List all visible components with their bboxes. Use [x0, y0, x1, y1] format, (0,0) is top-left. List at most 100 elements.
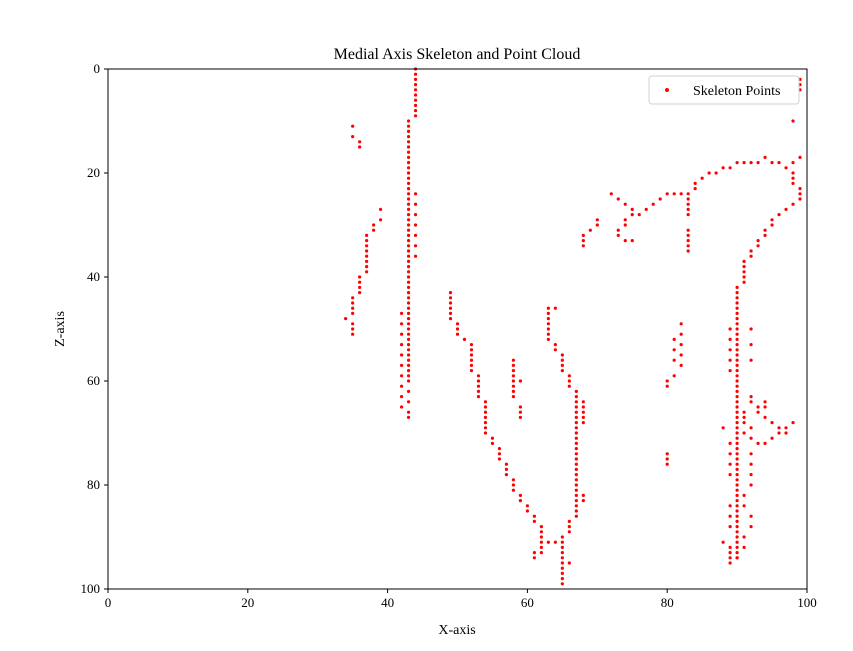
skeleton-point	[665, 452, 669, 456]
skeleton-point	[735, 311, 739, 315]
skeleton-point	[406, 135, 411, 139]
y-tick-label: 80	[87, 477, 100, 492]
skeleton-point	[406, 254, 411, 258]
skeleton-point	[756, 161, 760, 165]
skeleton-point	[413, 83, 418, 87]
skeleton-point	[749, 254, 753, 258]
skeleton-point	[630, 239, 634, 243]
skeleton-point	[791, 202, 795, 206]
skeleton-point	[574, 514, 578, 518]
skeleton-point	[476, 379, 481, 383]
skeleton-point	[351, 296, 355, 300]
skeleton-point	[399, 384, 404, 388]
skeleton-point	[672, 358, 676, 362]
skeleton-point	[574, 436, 578, 440]
skeleton-point	[735, 421, 739, 425]
skeleton-point	[630, 207, 634, 211]
skeleton-point	[679, 192, 683, 196]
skeleton-point	[763, 228, 767, 232]
skeleton-point	[358, 145, 362, 149]
y-tick-label: 100	[81, 581, 101, 596]
skeleton-point	[455, 322, 460, 326]
skeleton-point	[735, 483, 739, 487]
skeleton-point	[567, 519, 571, 524]
skeleton-point	[777, 213, 781, 217]
skeleton-point	[406, 223, 411, 227]
skeleton-point	[406, 119, 411, 123]
skeleton-point	[735, 478, 739, 482]
skeleton-point	[728, 504, 732, 508]
skeleton-point	[413, 244, 418, 248]
skeleton-point	[406, 374, 411, 378]
skeleton-point	[728, 462, 732, 466]
skeleton-point	[742, 493, 746, 497]
skeleton-point	[728, 525, 732, 529]
skeleton-point	[406, 155, 411, 159]
skeleton-point	[735, 374, 739, 378]
y-tick-label: 60	[87, 373, 100, 388]
skeleton-point	[413, 103, 418, 107]
skeleton-point	[735, 535, 739, 539]
skeleton-point	[358, 140, 362, 144]
skeleton-point	[406, 317, 411, 321]
skeleton-point	[735, 395, 739, 399]
skeleton-point	[413, 114, 418, 118]
skeleton-point	[742, 545, 746, 550]
skeleton-point	[574, 473, 578, 477]
skeleton-point	[539, 530, 543, 534]
skeleton-point	[693, 181, 697, 185]
skeleton-point	[749, 161, 753, 165]
skeleton-point	[665, 457, 669, 461]
skeleton-point	[693, 187, 697, 191]
points-layer	[344, 67, 802, 586]
skeleton-point	[735, 499, 739, 503]
skeleton-point	[679, 332, 683, 336]
skeleton-point	[406, 332, 411, 336]
skeleton-point	[595, 223, 599, 227]
skeleton-point	[406, 400, 411, 404]
skeleton-point	[351, 332, 355, 336]
skeleton-point	[448, 317, 453, 321]
skeleton-point	[406, 150, 411, 154]
skeleton-point	[784, 431, 788, 435]
skeleton-point	[497, 452, 502, 456]
skeleton-point	[399, 363, 404, 367]
skeleton-point	[406, 239, 411, 243]
legend-box	[648, 75, 800, 105]
skeleton-point	[574, 488, 578, 492]
skeleton-point	[406, 379, 411, 383]
skeleton-point	[406, 161, 411, 165]
skeleton-point	[406, 192, 411, 196]
skeleton-point	[511, 384, 516, 388]
skeleton-point	[413, 202, 418, 206]
skeleton-point	[721, 540, 725, 544]
legend-label: Skeleton Points	[693, 84, 781, 99]
skeleton-point	[735, 426, 739, 430]
skeleton-point	[518, 405, 523, 409]
skeleton-point	[735, 436, 739, 440]
skeleton-point	[351, 135, 355, 139]
skeleton-point	[469, 363, 474, 367]
skeleton-point	[574, 389, 578, 393]
skeleton-point	[679, 353, 683, 357]
skeleton-point	[735, 400, 739, 404]
skeleton-point	[567, 561, 571, 565]
skeleton-point	[630, 213, 634, 217]
skeleton-point	[784, 426, 788, 430]
skeleton-point	[413, 192, 418, 196]
y-axis-ticks: 0 20 40 60 80 100	[81, 61, 108, 596]
y-tick-label: 40	[87, 269, 100, 284]
skeleton-point	[581, 493, 585, 497]
skeleton-point	[735, 306, 739, 310]
skeleton-point	[749, 483, 753, 487]
skeleton-point	[511, 369, 516, 373]
skeleton-point	[483, 431, 488, 435]
skeleton-point	[344, 317, 348, 321]
skeleton-point	[379, 218, 383, 222]
skeleton-point	[483, 410, 488, 414]
skeleton-point	[539, 545, 543, 550]
skeleton-point	[539, 540, 543, 544]
skeleton-point	[546, 311, 550, 315]
skeleton-point	[679, 363, 683, 367]
skeleton-point	[511, 395, 516, 399]
